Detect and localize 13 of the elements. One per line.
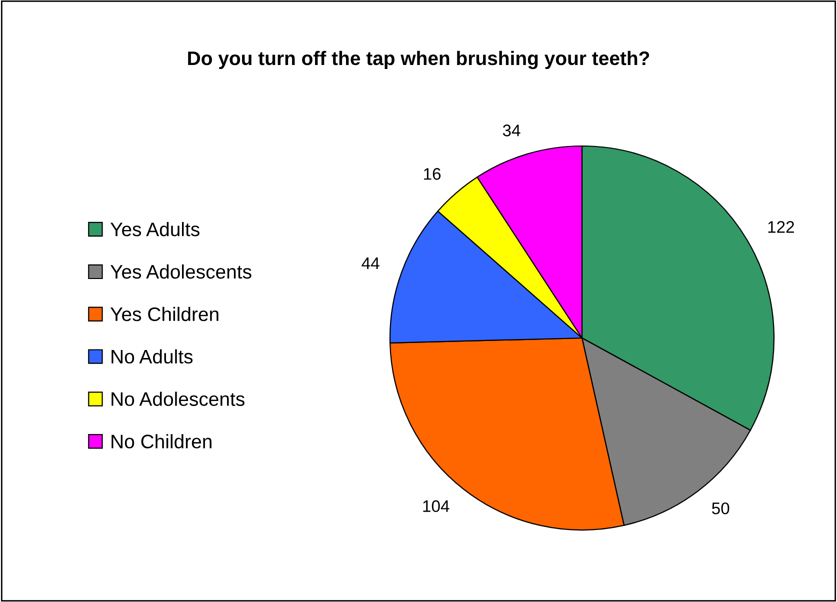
legend-label: Yes Adolescents [110, 264, 252, 279]
chart-title: Do you turn off the tap when brushing your teeth? [188, 50, 650, 70]
legend-label: No Adolescents [112, 392, 244, 406]
legend-label: No Adults [112, 349, 193, 364]
legend-label: No Children [112, 434, 212, 448]
legend-label: Yes Children [110, 306, 218, 322]
data-label: 104 [423, 500, 450, 512]
legend-label: Yes Adults [110, 222, 200, 236]
data-label: 122 [768, 221, 794, 233]
data-label: 34 [502, 124, 520, 136]
data-label: 16 [424, 168, 441, 180]
data-label: 50 [712, 502, 730, 514]
data-label: 44 [362, 257, 380, 269]
